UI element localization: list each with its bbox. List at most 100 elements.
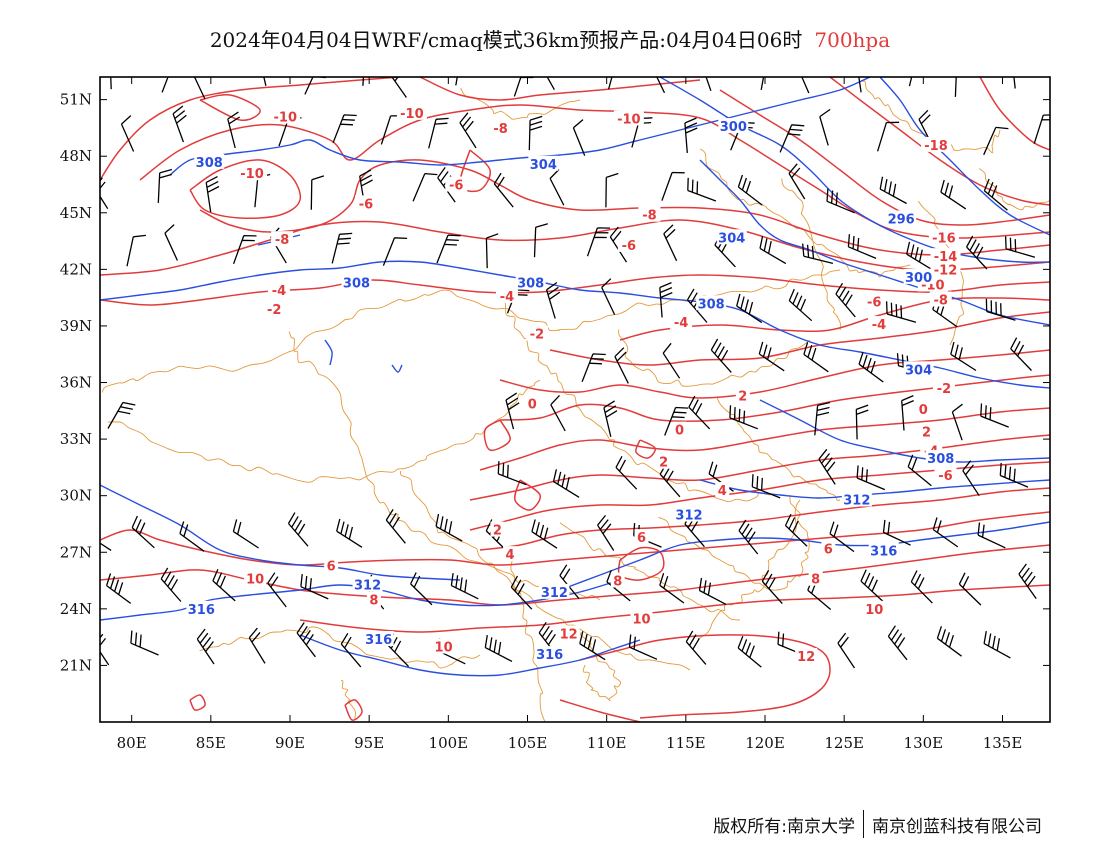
svg-text:316: 316 (536, 648, 563, 663)
svg-text:12: 12 (797, 650, 815, 665)
temperature-label: -2 (932, 380, 955, 397)
lat-tick-label: 51N (60, 91, 92, 109)
temperature-contour (344, 699, 363, 721)
svg-text:-4: -4 (674, 316, 688, 331)
svg-text:296: 296 (888, 212, 915, 227)
wind-barb (662, 342, 681, 379)
temperature-contour (479, 407, 1050, 471)
wind-barb (951, 403, 963, 441)
height-label: 316 (363, 631, 394, 648)
wind-barb (879, 176, 907, 205)
wind-barb (940, 179, 967, 210)
wind-barb (737, 635, 762, 668)
wind-barb (779, 124, 805, 153)
wind-barb (801, 77, 810, 94)
temperature-contour (549, 311, 1050, 366)
lat-tick-label: 36N (60, 374, 92, 392)
temperature-label: 2 (656, 453, 671, 471)
svg-text:2: 2 (922, 426, 931, 441)
wind-barb (837, 632, 856, 669)
wind-barb (435, 513, 463, 542)
wind-barb (572, 119, 586, 156)
svg-text:-4: -4 (872, 318, 886, 333)
svg-text:-2: -2 (530, 327, 544, 342)
height-label: 304 (716, 229, 747, 246)
wind-barb (977, 522, 1006, 549)
temperature-label: 2 (735, 387, 750, 405)
height-label: 312 (539, 583, 570, 601)
height-label: 300 (718, 118, 749, 135)
plot-frame (99, 76, 1051, 723)
svg-text:-8: -8 (642, 209, 656, 224)
wind-barb (656, 77, 666, 94)
wind-barb (385, 509, 406, 544)
wind-barb (950, 341, 977, 372)
temperature-label: -6 (934, 466, 957, 484)
wind-barb (550, 394, 566, 432)
lat-tick-label: 21N (60, 656, 92, 674)
wind-barb (513, 77, 534, 97)
temperature-contour (579, 634, 831, 719)
lon-tick-label: 120E (745, 734, 785, 752)
wind-barb (751, 474, 781, 499)
temperature-label: 0 (672, 421, 687, 439)
temperature-label: -10 (396, 104, 427, 122)
wind-barb (172, 105, 187, 143)
axis-ticks: 80E 85E 90E 95E 100E 105E 110E 115E 120E 125E 130E… (60, 77, 1050, 752)
svg-text:-2: -2 (937, 382, 951, 397)
wind-barb (296, 622, 316, 658)
lon-tick-label: 105E (508, 734, 548, 752)
svg-text:-6: -6 (359, 197, 373, 212)
temperature-contour (299, 584, 1050, 633)
height-contour (699, 159, 1050, 326)
temperature-label: 12 (795, 647, 818, 665)
lat-tick-label: 30N (60, 487, 92, 505)
svg-text:8: 8 (811, 573, 820, 588)
temperature-label: -8 (929, 291, 952, 309)
wind-barb (1010, 337, 1032, 371)
wind-barb (687, 177, 717, 202)
temperature-contour (189, 159, 302, 220)
lon-tick-label: 95E (354, 734, 384, 752)
wind-barb (164, 224, 178, 261)
wind-barb (788, 163, 806, 200)
wind-barb (450, 573, 479, 600)
wind-barb (549, 169, 565, 206)
boundary-line (501, 300, 771, 503)
height-contour (879, 77, 1050, 236)
wind-barb (684, 117, 698, 153)
svg-text:10: 10 (865, 603, 883, 618)
boundary-line (559, 522, 741, 621)
wind-barb (901, 395, 914, 431)
wind-barb (559, 564, 580, 600)
wind-barb (538, 621, 559, 657)
boundary-line (101, 289, 561, 393)
wind-barb (227, 111, 241, 149)
wind-barb (738, 519, 759, 555)
wind-barb (936, 626, 962, 657)
svg-text:304: 304 (905, 363, 932, 378)
wind-barb (340, 632, 362, 668)
wind-barb (954, 77, 957, 97)
temperature-label: 6 (634, 529, 649, 546)
svg-text:-12: -12 (934, 263, 958, 278)
svg-text:-6: -6 (867, 295, 881, 310)
svg-text:-8: -8 (493, 122, 507, 137)
height-label: 316 (534, 646, 565, 663)
wind-barb (332, 114, 357, 144)
svg-text:2: 2 (659, 456, 668, 471)
height-contour (759, 399, 1050, 463)
wind-barb (758, 341, 785, 372)
svg-text:2: 2 (738, 390, 747, 405)
wind-barb (391, 77, 407, 98)
wind-barb (659, 573, 685, 604)
temperature-label: 0 (525, 395, 540, 412)
height-contour (391, 364, 403, 373)
wind-barb (1018, 563, 1037, 599)
temperature-label: 10 (630, 610, 653, 627)
copyright-text: 版权所有:南京大学 (713, 817, 855, 837)
svg-text:-6: -6 (622, 239, 636, 254)
wind-barb (829, 521, 855, 553)
temperature-label: -6 (445, 176, 468, 194)
wind-barb (248, 627, 266, 664)
